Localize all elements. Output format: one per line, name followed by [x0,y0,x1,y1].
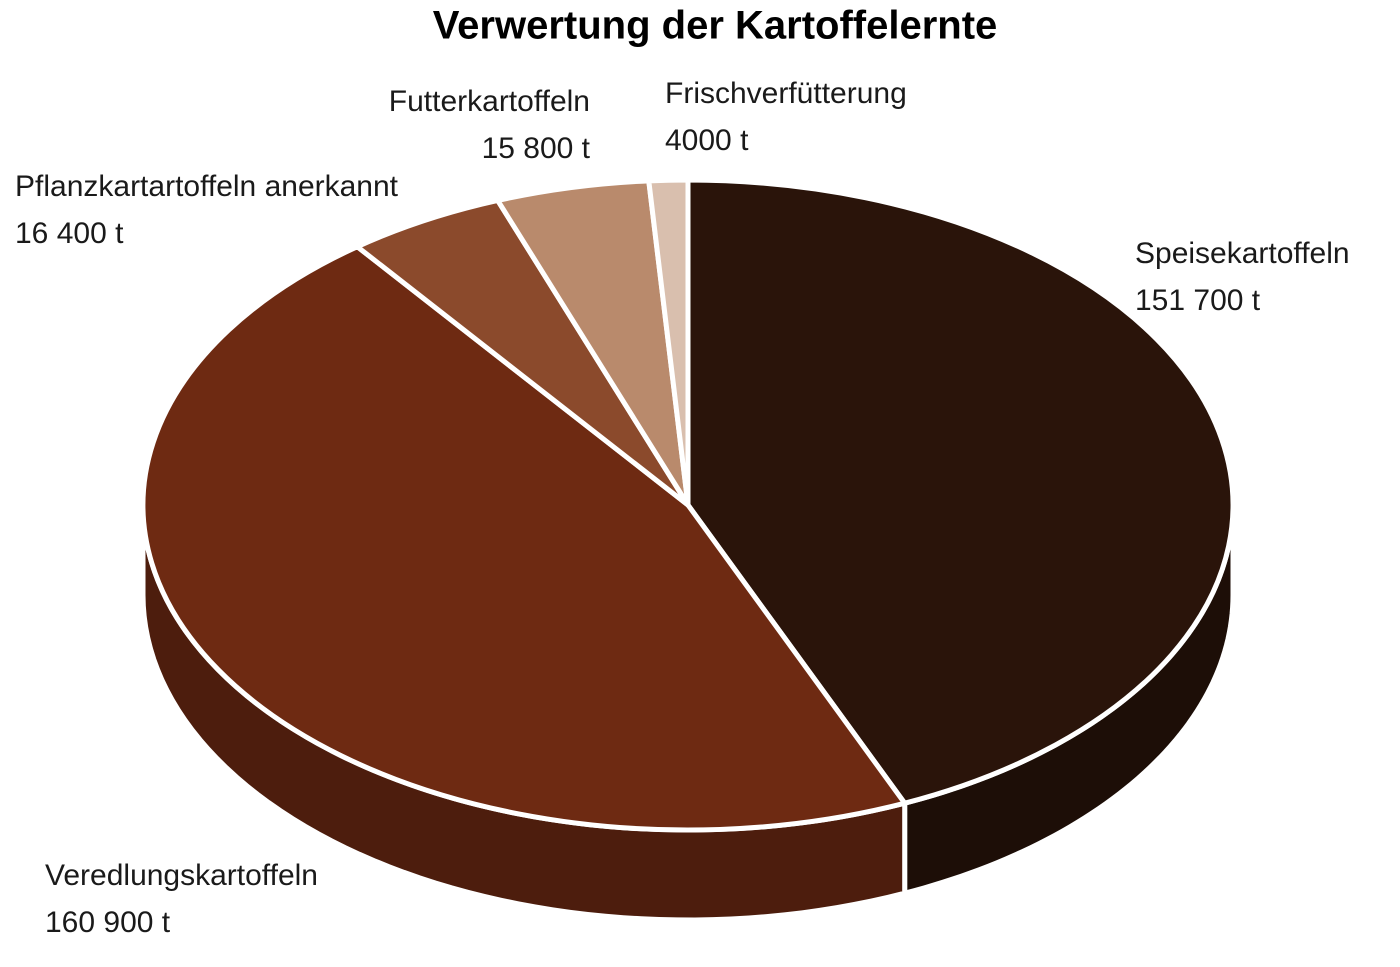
slice-label: Frischverfütterung [665,77,907,110]
value-label: 160 900 t [45,906,171,939]
slice-label: Speisekartoffeln [1135,237,1350,270]
slice-label: Veredlungskartoffeln [45,859,318,892]
chart-title: Verwertung der Kartoffelernte [433,4,998,48]
value-label: 4000 t [665,124,749,157]
pie-slice [685,177,1236,806]
value-label: 15 800 t [482,132,591,165]
pie-slice [646,177,691,508]
pie-slice [354,197,691,508]
value-label: 151 700 t [1135,284,1261,317]
slice-label: Futterkartoffeln [389,85,590,118]
pie-slice [140,244,908,833]
slice-label: Pflanzkartartoffeln anerkannt [15,170,399,203]
value-label: 16 400 t [15,217,124,250]
